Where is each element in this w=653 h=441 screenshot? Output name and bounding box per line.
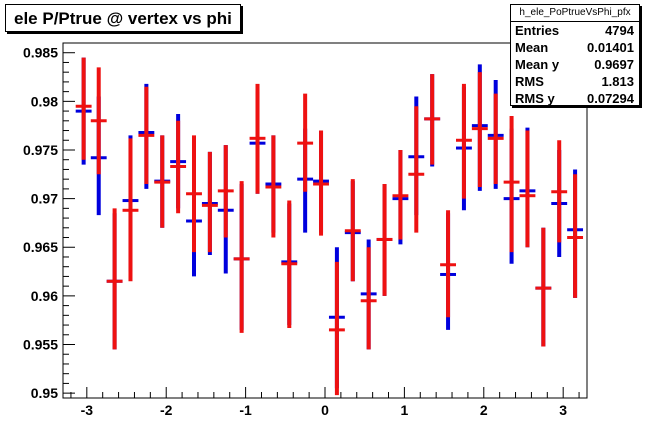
plot-frame (62, 42, 588, 399)
stats-value: 0.9697 (594, 57, 634, 72)
stats-row-entries: Entries 4794 (511, 22, 639, 39)
y-tick-label: 0.98 (31, 93, 58, 109)
stats-row-rms-y: RMS y 0.07294 (511, 90, 639, 107)
y-tick-label: 0.975 (23, 142, 58, 158)
stats-row-mean: Mean 0.01401 (511, 39, 639, 56)
stats-label: Mean y (515, 57, 560, 72)
stats-value: 0.01401 (587, 40, 634, 55)
x-tick-label: 1 (400, 402, 408, 418)
y-tick-label: 0.97 (31, 191, 58, 207)
y-tick-label: 0.96 (31, 288, 58, 304)
y-tick-label: 0.95 (31, 385, 58, 401)
stats-histogram-name: h_ele_PoPtrueVsPhi_pfx (511, 5, 639, 22)
stats-value: 0.07294 (587, 91, 634, 106)
x-tick-label: -3 (81, 402, 94, 418)
y-tick-label: 0.965 (23, 239, 58, 255)
stats-row-rms: RMS 1.813 (511, 73, 639, 90)
stats-label: RMS y (515, 91, 555, 106)
stats-label: Mean (515, 40, 549, 55)
stats-label: Entries (515, 23, 560, 38)
stats-value: 1.813 (601, 74, 634, 89)
y-tick-label: 0.955 (23, 337, 58, 353)
y-tick-label: 0.985 (23, 45, 58, 61)
stats-box: h_ele_PoPtrueVsPhi_pfx Entries 4794 Mean… (510, 4, 640, 106)
x-tick-label: 0 (321, 402, 329, 418)
chart-title: ele P/Ptrue @ vertex vs phi (5, 4, 241, 32)
x-tick-label: 2 (480, 402, 488, 418)
x-tick-label: 3 (559, 402, 567, 418)
x-tick-label: -1 (239, 402, 252, 418)
stats-label: RMS (515, 74, 544, 89)
stats-value: 4794 (605, 23, 634, 38)
x-tick-label: -2 (160, 402, 173, 418)
stats-row-mean-y: Mean y 0.9697 (511, 56, 639, 73)
